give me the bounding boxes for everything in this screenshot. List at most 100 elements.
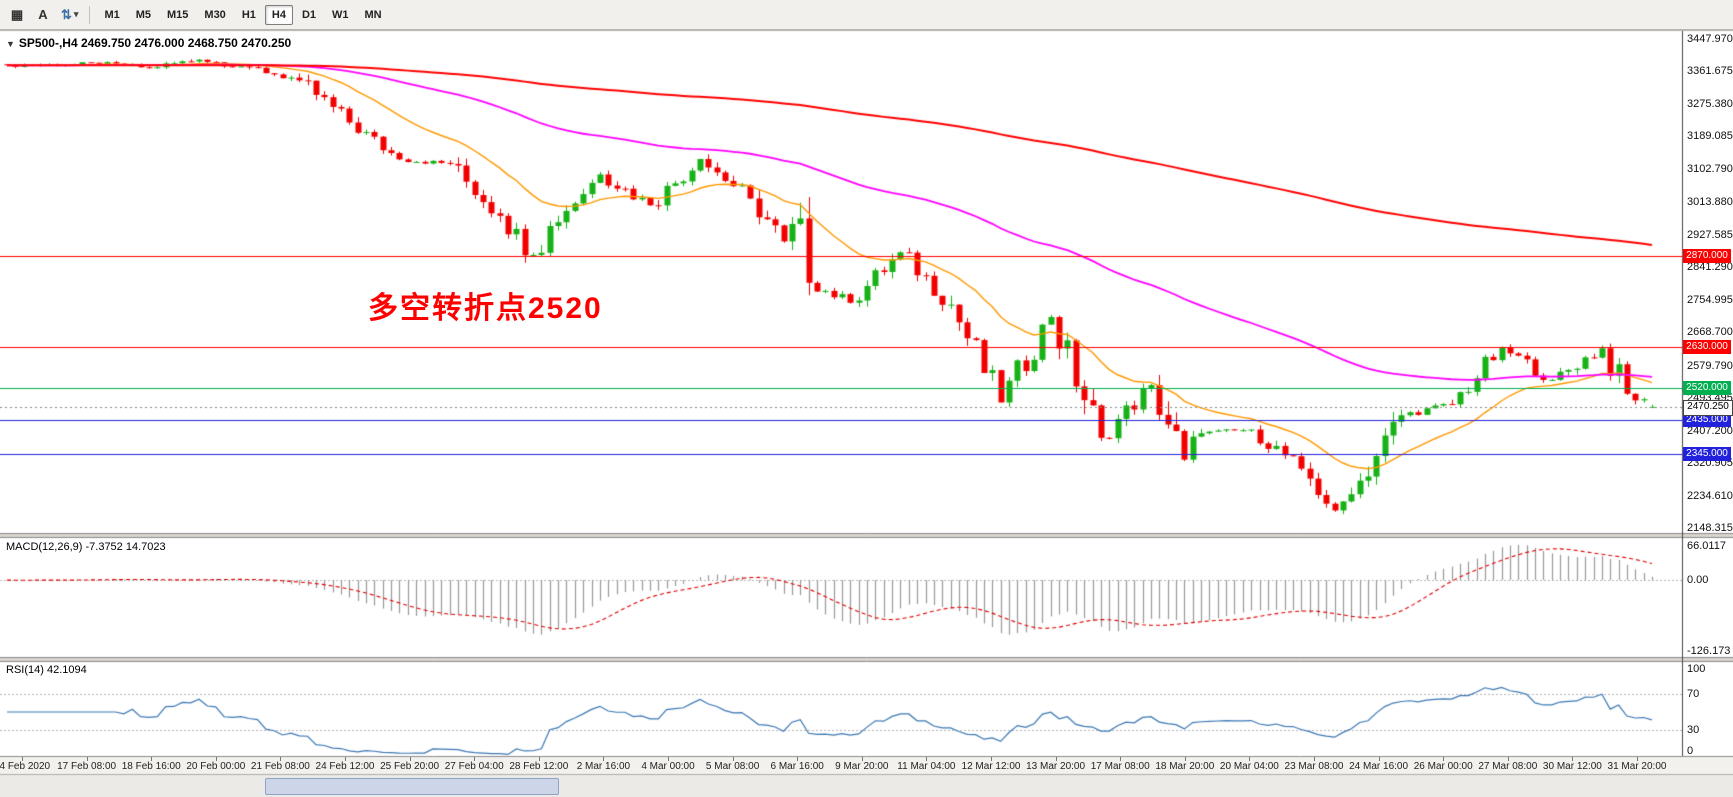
price-level-tag: 2345.000: [1683, 446, 1731, 461]
timeframe-button-m1[interactable]: M1: [97, 5, 126, 25]
arrow-tools-button[interactable]: ⇅ ▾: [57, 4, 82, 26]
time-axis-tick: [797, 757, 799, 761]
symbol-ohlc-text: SP500-,H4 2469.750 2476.000 2468.750 247…: [18, 36, 292, 50]
text-tool-icon: A: [38, 6, 48, 22]
timeframe-button-h1[interactable]: H1: [235, 5, 263, 25]
macd-axis-tick: 66.0117: [1687, 540, 1726, 552]
time-axis-label: 27 Feb 04:00: [444, 761, 504, 772]
time-axis-tick: [1378, 757, 1380, 761]
time-axis-tick: [86, 757, 88, 761]
time-axis-label: 6 Mar 16:00: [770, 761, 824, 772]
hscrollbar-thumb[interactable]: [265, 778, 559, 795]
time-axis-label: 30 Mar 12:00: [1542, 761, 1602, 772]
price-level-tag: 2435.000: [1683, 413, 1731, 428]
time-axis-label: 24 Feb 12:00: [315, 761, 375, 772]
time-axis-label: 25 Feb 20:00: [380, 761, 440, 772]
time-axis-tick: [1443, 757, 1445, 761]
price-axis-tick: 3275.380: [1687, 97, 1733, 110]
time-axis-label: 13 Mar 20:00: [1026, 761, 1086, 772]
price-level-tag: 2630.000: [1683, 339, 1731, 354]
time-axis-tick: [280, 757, 282, 761]
price-scale-axis[interactable]: 3447.970 3361.675 3275.380 3189.085 3102.790…: [1682, 31, 1733, 757]
time-axis-label: 21 Feb 08:00: [250, 761, 310, 772]
chart-hscrollbar[interactable]: [0, 776, 1733, 797]
text-tool-button[interactable]: A: [31, 3, 55, 25]
rsi-indicator-label: RSI(14) 42.1094: [6, 664, 87, 676]
time-axis[interactable]: 14 Feb 2020 17 Feb 08:00 18 Feb 16:00 20 Fe…: [0, 757, 1682, 775]
macd-values: -7.3752 14.7023: [85, 541, 166, 553]
time-axis-tick: [926, 757, 928, 761]
chart-annotation-text[interactable]: 多空转折点2520: [368, 292, 603, 325]
time-axis-tick: [1184, 757, 1186, 761]
price-axis-tick: 2668.700: [1687, 326, 1733, 339]
toolbar-separator: [89, 5, 91, 24]
timeframe-button-w1[interactable]: W1: [325, 5, 356, 25]
rsi-axis-tick: 0: [1687, 745, 1694, 757]
time-axis-label: 31 Mar 20:00: [1607, 761, 1667, 772]
time-axis-tick: [22, 757, 23, 761]
price-level-tag: 2520.000: [1683, 381, 1731, 396]
time-axis-tick: [1249, 757, 1251, 761]
chart-layout-button[interactable]: ▦: [5, 4, 29, 26]
time-axis-tick: [1120, 757, 1122, 761]
time-axis-label: 12 Mar 12:00: [961, 761, 1021, 772]
time-axis-tick: [668, 757, 669, 761]
time-axis-tick: [345, 757, 346, 761]
drawing-tools-group: ▦ A ⇅ ▾: [4, 3, 83, 26]
price-axis-tick: 2927.585: [1687, 228, 1733, 241]
time-axis-label: 2 Mar 16:00: [576, 761, 631, 772]
dropdown-caret-icon: ▾: [73, 9, 79, 20]
price-level-tag: 2870.000: [1683, 249, 1731, 264]
rsi-value: 42.1094: [46, 664, 87, 676]
timeframe-button-mn[interactable]: MN: [358, 5, 389, 25]
time-axis-tick: [1507, 757, 1509, 761]
time-axis-tick: [151, 757, 153, 761]
rsi-axis-tick: 100: [1687, 663, 1706, 675]
timeframe-button-m30[interactable]: M30: [197, 5, 232, 25]
timeframe-button-m5[interactable]: M5: [129, 5, 158, 25]
time-axis-tick: [215, 757, 217, 761]
price-axis-tick: 3102.790: [1687, 162, 1733, 175]
time-axis-label: 20 Mar 04:00: [1219, 761, 1279, 772]
price-axis-tick: 2234.610: [1687, 489, 1733, 502]
price-axis-tick: 2841.290: [1687, 261, 1733, 274]
time-axis-tick: [1637, 757, 1638, 761]
price-axis-tick: 3361.675: [1687, 65, 1733, 78]
time-axis-label: 23 Mar 08:00: [1284, 761, 1344, 772]
time-axis-label: 11 Mar 04:00: [897, 761, 956, 772]
price-axis-tick: 3447.970: [1687, 33, 1733, 45]
time-axis-tick: [474, 757, 476, 761]
macd-axis-tick: 0.00: [1687, 574, 1709, 587]
arrow-tools-icon: ⇅: [61, 6, 72, 22]
rsi-axis-tick: 30: [1687, 724, 1700, 736]
timeframe-button-d1[interactable]: D1: [295, 5, 323, 25]
time-axis-label: 26 Mar 00:00: [1413, 761, 1473, 772]
price-axis-tick: 2754.995: [1687, 293, 1733, 306]
time-axis-label: 18 Mar 20:00: [1155, 761, 1215, 772]
collapse-arrow-icon[interactable]: ▼: [6, 39, 15, 49]
price-axis-tick: 2579.790: [1687, 359, 1733, 372]
time-axis-label: 28 Feb 12:00: [509, 761, 569, 772]
macd-axis-tick: -126.173: [1687, 645, 1731, 657]
time-axis-tick: [861, 757, 863, 761]
time-axis-label: 20 Feb 00:00: [186, 761, 246, 772]
timeframe-toolbar: M1 M5 M15 M30 H1 H4 D1 W1 MN: [96, 4, 389, 25]
time-axis-label: 14 Feb 2020: [0, 761, 51, 772]
macd-indicator-label: MACD(12,26,9) -7.3752 14.7023: [6, 541, 166, 553]
time-axis-tick: [1055, 757, 1057, 761]
time-axis-tick: [538, 757, 540, 761]
timeframe-button-m15[interactable]: M15: [160, 5, 195, 25]
time-axis-tick: [603, 757, 605, 761]
time-axis-tick: [991, 757, 992, 761]
time-axis-label: 9 Mar 20:00: [835, 761, 889, 772]
time-axis-label: 17 Feb 08:00: [57, 761, 117, 772]
top-toolbar: ▦ A ⇅ ▾ M1 M5 M15 M30 H1 H4 D1 W1 MN: [0, 0, 1733, 30]
time-axis-tick: [1572, 757, 1574, 761]
time-axis-label: 18 Feb 16:00: [121, 761, 181, 772]
timeframe-button-h4[interactable]: H4: [264, 4, 293, 25]
price-axis-tick: 2407.200: [1687, 424, 1733, 437]
time-axis-tick: [409, 757, 411, 761]
price-axis-tick: 3013.880: [1687, 196, 1733, 209]
